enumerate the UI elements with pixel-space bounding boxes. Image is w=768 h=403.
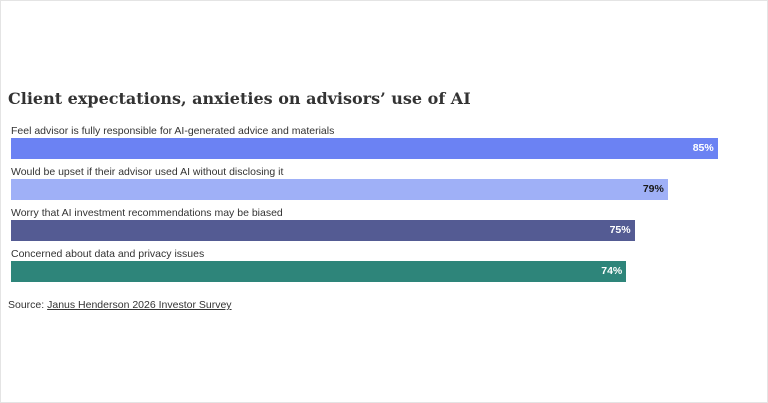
bar-track: 79% (11, 179, 751, 200)
bar-value-label: 75% (609, 224, 631, 236)
bar-row: Concerned about data and privacy issues … (11, 248, 751, 289)
bar: 74% (11, 261, 627, 282)
bar: 79% (11, 179, 668, 200)
chart-title: Client expectations, anxieties on adviso… (8, 89, 471, 108)
bar-row: Feel advisor is fully responsible for AI… (11, 125, 751, 166)
bar-chart: Feel advisor is fully responsible for AI… (11, 125, 751, 289)
bar-value-label: 74% (601, 265, 623, 277)
bar-track: 74% (11, 261, 751, 282)
bar-row: Would be upset if their advisor used AI … (11, 166, 751, 207)
bar: 85% (11, 138, 718, 159)
bar-track: 75% (11, 220, 751, 241)
bar-label: Concerned about data and privacy issues (11, 248, 205, 260)
source-prefix: Source: (8, 299, 48, 311)
bar-label: Worry that AI investment recommendations… (11, 207, 283, 219)
bar-value-label: 79% (642, 183, 664, 195)
bar-value-label: 85% (692, 142, 714, 154)
bar-row: Worry that AI investment recommendations… (11, 207, 751, 248)
source-note: Source: Janus Henderson 2026 Investor Su… (8, 299, 232, 311)
bar: 75% (11, 220, 635, 241)
source-link[interactable]: Janus Henderson 2026 Investor Survey (47, 299, 232, 311)
bar-label: Feel advisor is fully responsible for AI… (11, 125, 335, 137)
bar-track: 85% (11, 138, 751, 159)
bar-label: Would be upset if their advisor used AI … (11, 166, 284, 178)
